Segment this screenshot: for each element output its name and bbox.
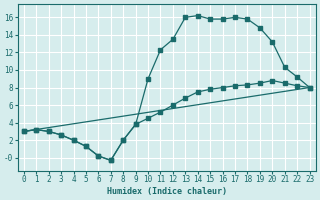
X-axis label: Humidex (Indice chaleur): Humidex (Indice chaleur) bbox=[107, 187, 227, 196]
